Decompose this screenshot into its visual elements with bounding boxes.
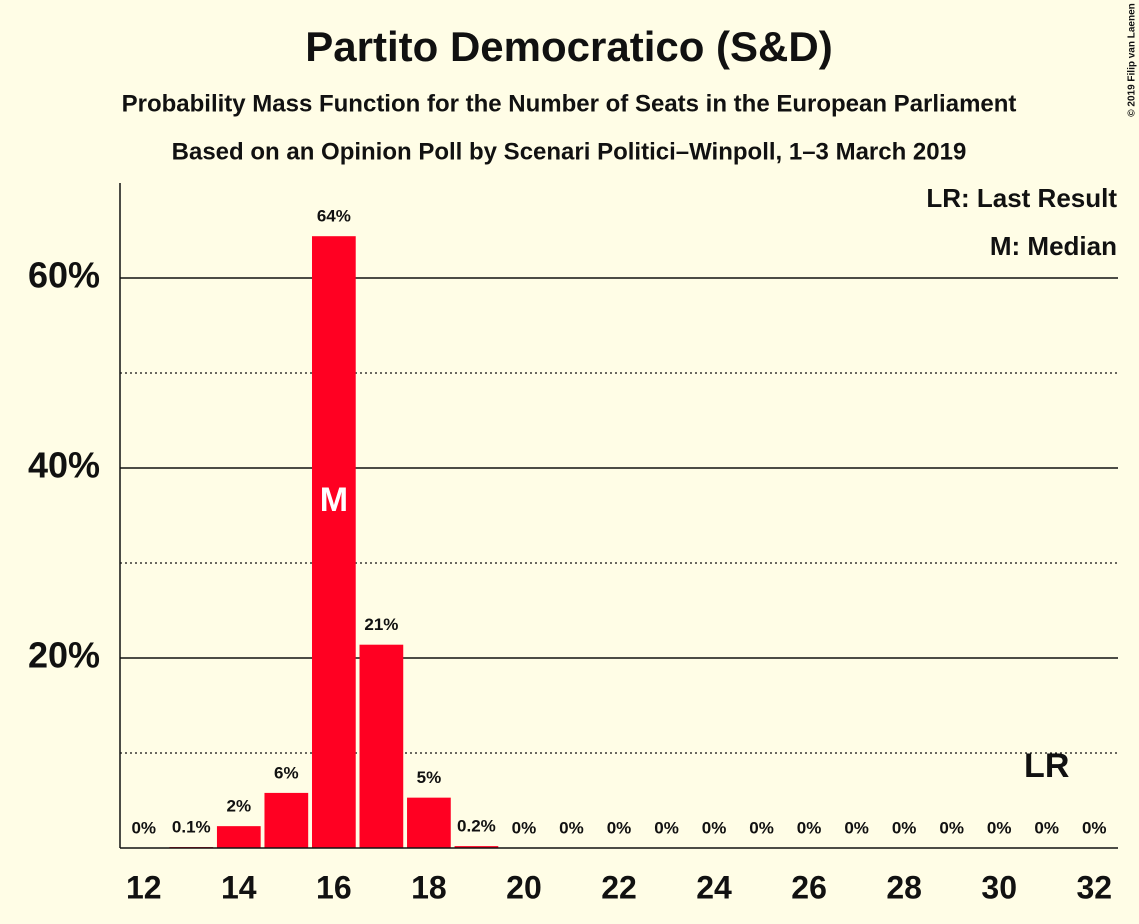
legend-entry: M: Median: [990, 231, 1117, 261]
value-label: 0%: [702, 818, 727, 837]
y-tick-label: 20%: [28, 635, 100, 676]
value-label: 0%: [512, 818, 537, 837]
value-label: 0.1%: [172, 818, 211, 837]
x-tick-label: 26: [791, 869, 827, 905]
median-marker: M: [320, 481, 348, 519]
value-label: 0%: [1034, 818, 1059, 837]
x-tick-label: 24: [696, 869, 732, 905]
value-label: 5%: [417, 768, 442, 787]
chart-title: Partito Democratico (S&D): [305, 23, 832, 70]
bar: [359, 644, 404, 848]
copyright: © 2019 Filip van Laenen: [1127, 3, 1138, 117]
value-label: 2%: [227, 797, 252, 816]
x-tick-label: 18: [411, 869, 447, 905]
last-result-marker: LR: [1024, 747, 1069, 785]
y-tick-label: 40%: [28, 445, 100, 486]
value-label: 0%: [892, 818, 917, 837]
value-label: 0%: [559, 818, 584, 837]
value-label: 21%: [364, 615, 398, 634]
x-tick-label: 30: [981, 869, 1017, 905]
value-label: 0%: [987, 818, 1012, 837]
chart-subtitle: Based on an Opinion Poll by Scenari Poli…: [172, 138, 967, 165]
x-tick-label: 22: [601, 869, 637, 905]
bar: [216, 826, 261, 848]
value-label: 0%: [939, 818, 964, 837]
bar: [311, 236, 356, 848]
value-label: 64%: [317, 207, 351, 226]
value-label: 0%: [654, 818, 679, 837]
value-label: 0%: [749, 818, 774, 837]
value-label: 0%: [1082, 818, 1107, 837]
bar: [454, 846, 499, 848]
legend-entry: LR: Last Result: [926, 183, 1117, 213]
x-tick-label: 32: [1076, 869, 1112, 905]
x-tick-label: 20: [506, 869, 542, 905]
x-tick-label: 14: [221, 869, 257, 905]
bar: [407, 797, 451, 848]
y-tick-label: 60%: [28, 255, 100, 296]
bar: [264, 792, 309, 848]
chart-subtitle: Probability Mass Function for the Number…: [122, 90, 1017, 117]
value-label: 0%: [797, 818, 822, 837]
x-tick-label: 16: [316, 869, 352, 905]
x-tick-label: 12: [126, 869, 162, 905]
value-label: 0%: [844, 818, 869, 837]
value-label: 6%: [274, 763, 299, 782]
value-label: 0%: [131, 818, 156, 837]
x-tick-label: 28: [886, 869, 922, 905]
value-label: 0%: [607, 818, 632, 837]
value-label: 0.2%: [457, 817, 496, 836]
